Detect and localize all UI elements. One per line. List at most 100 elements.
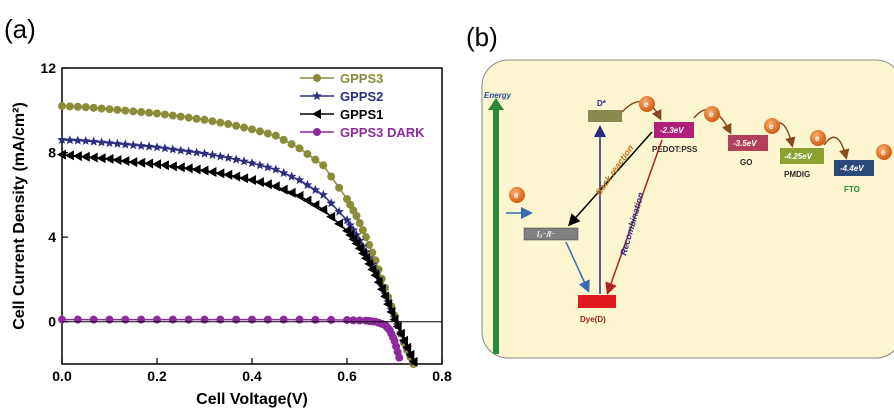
data-point [58,315,66,324]
data-point [392,321,402,332]
level-box-fto [834,160,874,176]
data-point [302,180,313,189]
data-point [279,135,288,144]
redox-level [523,227,579,241]
data-point [215,151,226,161]
energy-diagram: Energy D* I₃⁻/I⁻ Dye(D) -2.3eV PEDOT:PSS… [481,59,894,359]
data-point [254,177,264,188]
energy-label: Energy [484,91,512,100]
y-tick-label: 8 [48,145,56,161]
data-point [334,218,344,229]
data-point [73,102,82,111]
legend: GPPS3 GPPS2 GPPS1 GPPS3 DARK [300,71,425,140]
data-point [240,123,249,132]
series-layer [57,102,419,368]
data-point [355,316,364,325]
data-point [215,168,225,179]
data-point [303,149,312,158]
data-point [137,108,146,117]
legend-marker [313,128,321,136]
data-point [239,156,249,166]
data-point [279,315,288,324]
recombination-arrow [605,139,663,295]
data-point [408,356,418,367]
data-point [399,335,408,346]
data-point [255,160,265,170]
data-point [231,154,241,164]
data-point [295,315,304,324]
level-box-pedot [654,122,694,138]
data-point [89,315,98,324]
data-point [199,165,209,176]
electron-5: e [876,144,892,160]
data-point [65,135,75,145]
data-point [183,146,194,156]
data-point [326,198,336,208]
regeneration-arrow [565,241,590,293]
electron-1: e [639,96,655,112]
data-point [128,157,138,168]
data-point [64,150,74,161]
data-point [327,315,336,324]
data-point [311,155,320,164]
level-label-go: GO [740,158,752,167]
data-point [128,140,138,150]
electron-6: e [509,187,525,203]
level-value-pmdig: -4.25eV [784,152,813,161]
data-point [168,144,178,154]
series-line [61,105,415,365]
data-point [144,158,154,169]
data-point [318,189,328,199]
data-point [153,109,161,118]
data-point [184,315,193,324]
data-point [167,161,177,172]
data-point [137,315,146,324]
data-point [113,105,122,114]
data-point [326,211,336,222]
data-point [208,117,217,126]
axis-ticks: 0.0 0.2 0.4 0.6 0.8 0 4 8 12 [40,60,452,384]
d-star-level [588,110,622,122]
data-point [57,149,66,160]
hop-arrow-4 [823,136,850,160]
data-point [351,238,361,249]
x-tick-label: 0.6 [337,368,357,384]
data-point [207,150,218,160]
data-point [81,135,91,145]
data-point [335,183,344,192]
series-1 [58,102,418,368]
redox-label: I₃⁻/I⁻ [537,230,555,239]
data-point [345,220,355,230]
data-point [370,270,380,281]
data-point [349,316,358,325]
level-value-pedot: -2.3eV [660,126,684,135]
data-point [278,168,289,178]
data-point [184,113,193,122]
data-point [232,121,241,130]
data-point [247,175,256,186]
legend-label: GPPS2 [340,89,383,104]
data-point [402,342,412,353]
d-star-label: D* [597,99,607,108]
electron-4: e [810,130,826,146]
data-point [200,315,209,324]
legend-marker [312,91,322,100]
data-point [231,171,241,182]
data-point [255,127,264,136]
level-box-go [728,135,768,151]
svg-text:e: e [644,100,649,109]
data-point [88,152,98,163]
data-point [104,138,115,148]
data-point [270,181,280,192]
data-point [96,137,107,147]
data-point [96,153,106,164]
level-value-go: -3.5eV [733,139,757,148]
data-point [361,253,370,264]
data-point [224,120,233,129]
x-axis-title: Cell Voltage(V) [196,391,308,408]
series-4 [58,315,404,362]
level-label-pmdig: PMDIG [784,170,810,179]
data-point [367,264,377,275]
data-point [207,166,217,177]
data-point [364,258,374,269]
